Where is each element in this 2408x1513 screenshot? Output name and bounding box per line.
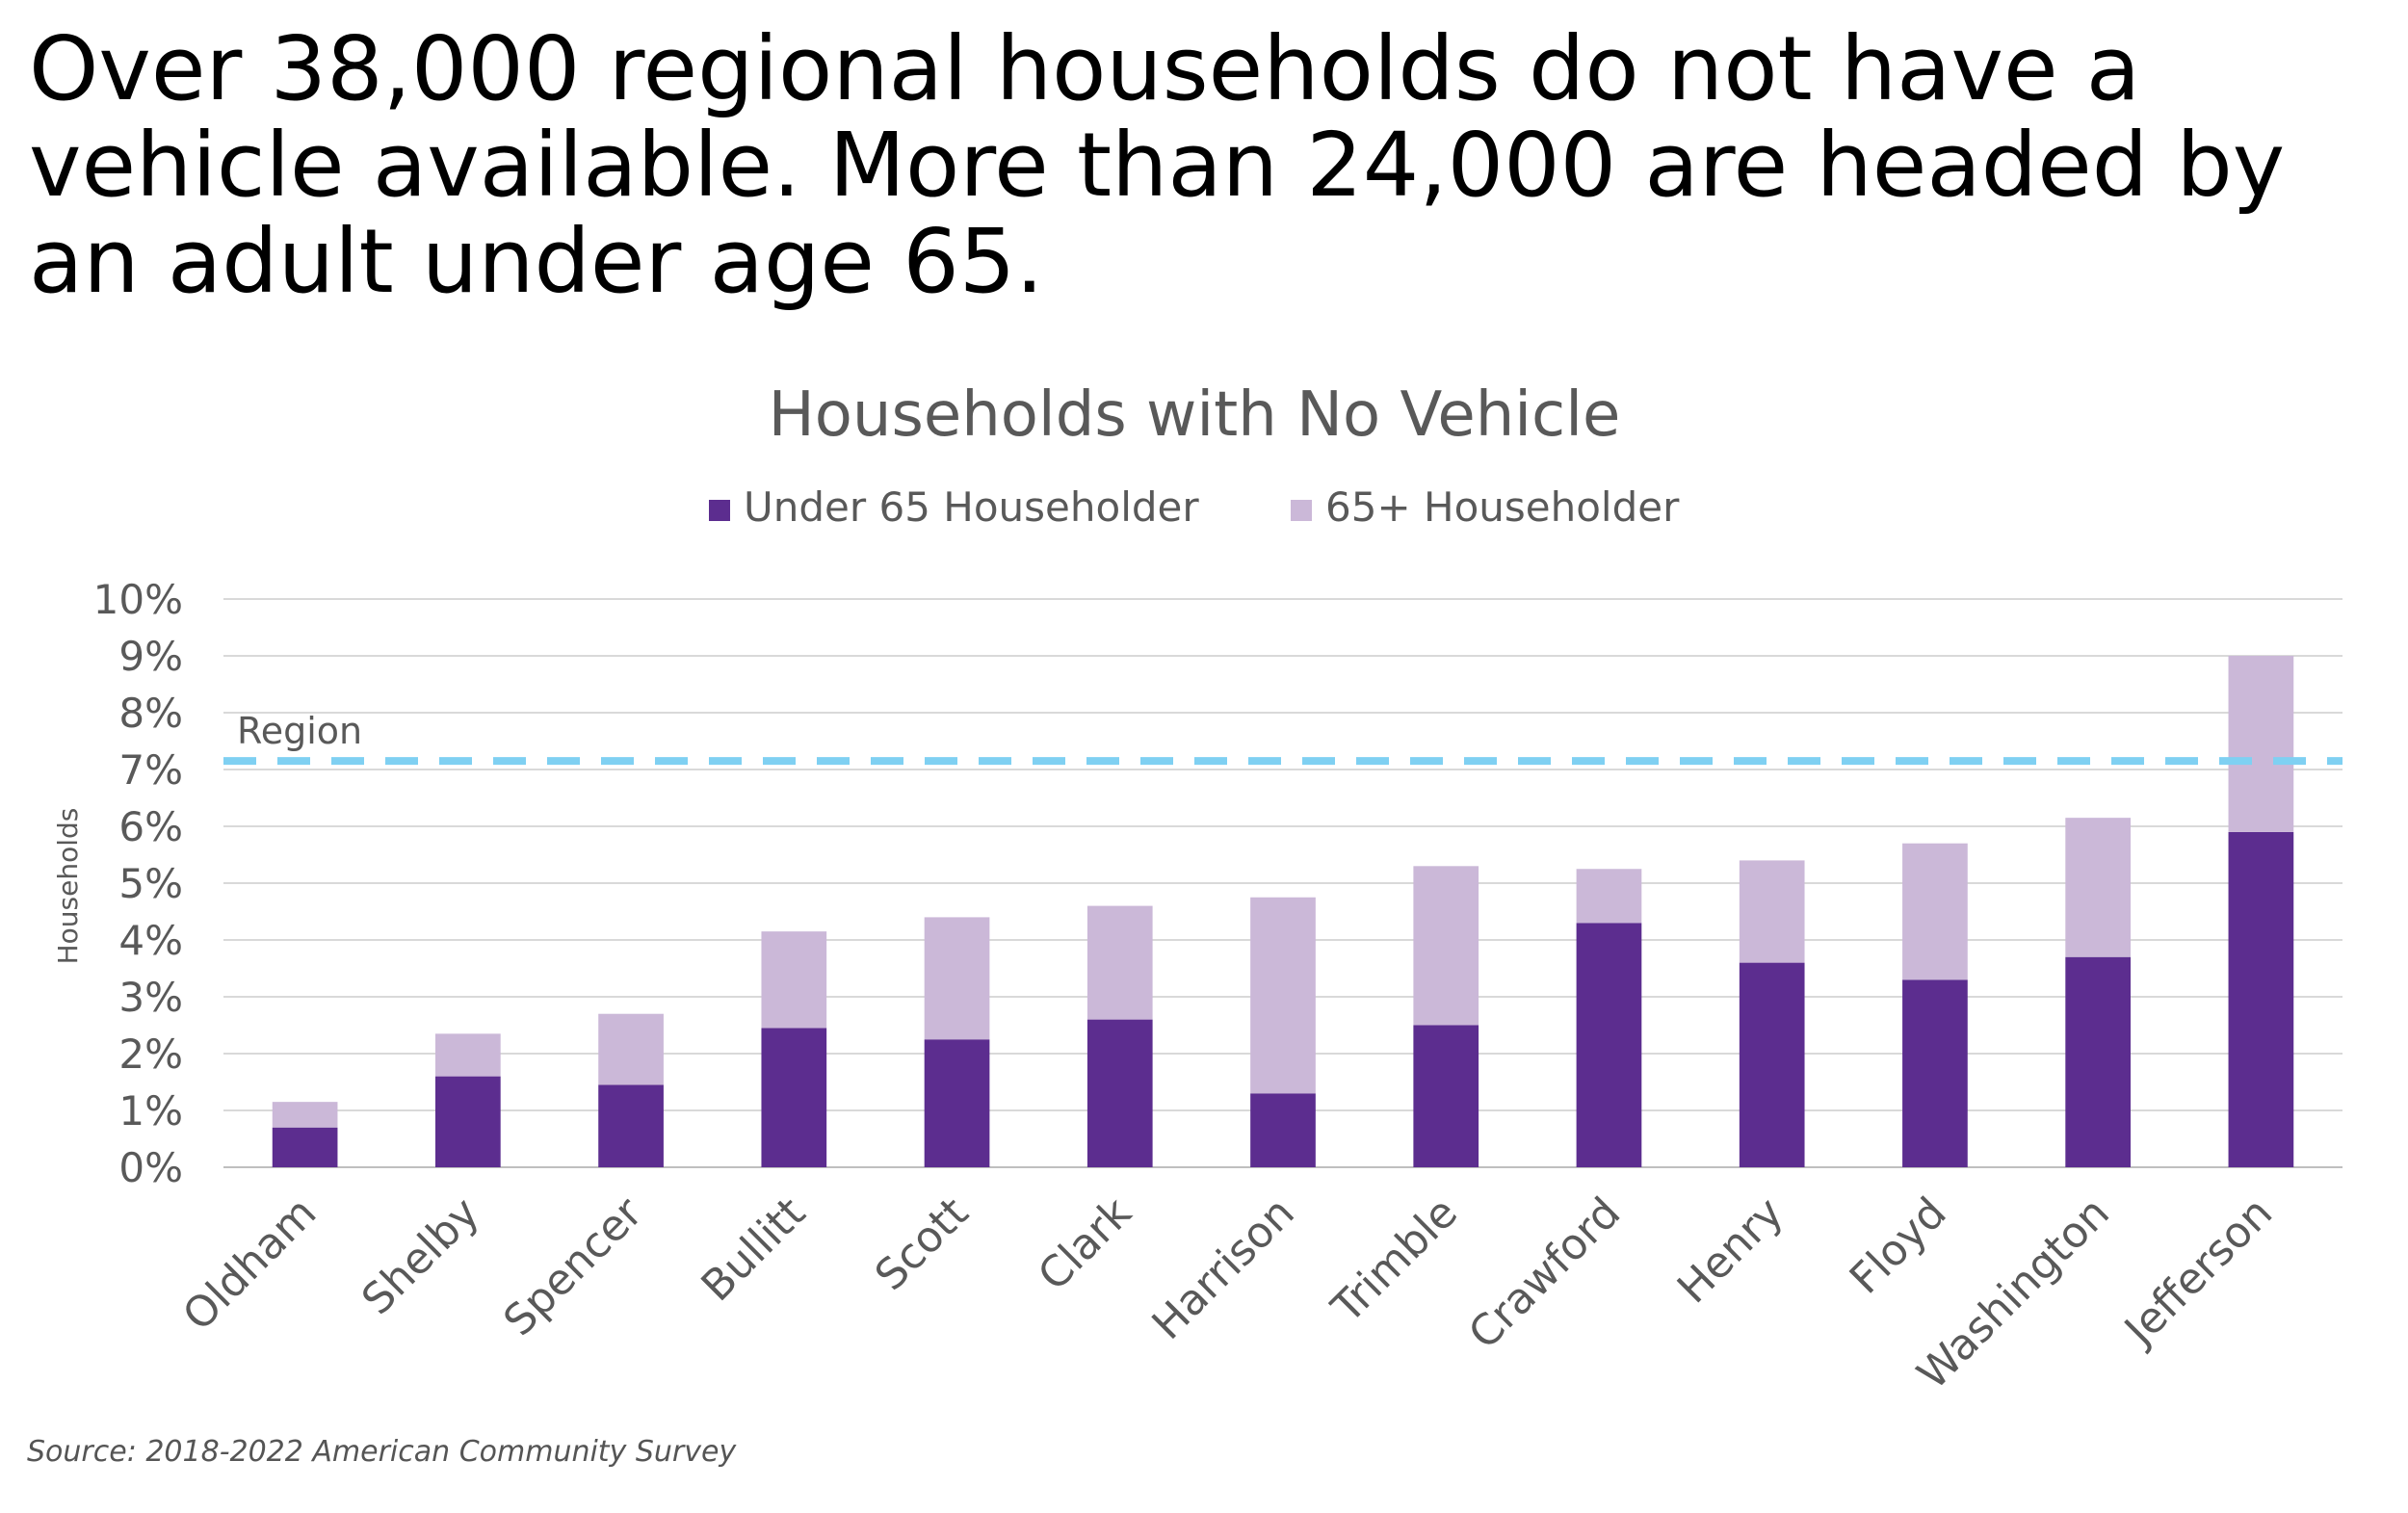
x-tick-label: Oldham [173,1188,326,1341]
x-tick-label: Shelby [353,1188,488,1324]
legend-swatch-over65 [1291,500,1312,521]
x-tick-label: Spencer [494,1187,652,1345]
bar-under65-scott [924,1039,990,1167]
legend-label-under65: Under 65 Householder [744,483,1199,531]
bar-over65-shelby [435,1033,501,1077]
x-tick-label: Jefferson [2113,1188,2282,1357]
x-tick-label: Henry [1668,1188,1793,1314]
y-tick-label: 3% [118,974,183,1021]
x-tick-label: Harrison [1143,1188,1304,1349]
bar-over65-floyd [1902,843,1968,980]
x-tick-label: Clark [1029,1187,1141,1300]
bars [272,656,2294,1167]
headline: Over 38,000 regional households do not h… [29,17,2286,313]
bar-under65-jefferson [2228,831,2294,1167]
bar-under65-clark [1086,1019,1153,1167]
legend-swatch-under65 [709,500,730,521]
bar-over65-scott [924,917,990,1040]
y-axis-ticks: 0% 1% 2% 3% 4% 5% 6% 7% 8% 9% 10% [93,576,183,1191]
legend: Under 65 Householder 65+ Householder [709,483,1680,531]
bar-over65-harrison [1250,897,1316,1094]
bar-under65-harrison [1250,1093,1316,1167]
bar-under65-crawford [1576,923,1642,1167]
y-tick-label: 2% [118,1030,183,1078]
y-tick-label: 5% [118,860,183,907]
bar-under65-washington [2065,956,2131,1167]
y-tick-label: 8% [118,690,183,737]
bar-over65-oldham [272,1102,338,1128]
x-tick-label: Trimble [1322,1188,1467,1333]
source-note: Source: 2018-2022 American Community Sur… [27,1435,737,1469]
bar-under65-trimble [1413,1025,1479,1167]
bar-over65-trimble [1413,866,1479,1026]
region-label: Region [237,710,362,752]
bar-over65-clark [1086,905,1153,1020]
bar-over65-spencer [598,1013,664,1085]
y-axis-label: Households [52,808,84,965]
bar-under65-henry [1739,962,1805,1167]
legend-label-over65: 65+ Householder [1325,483,1680,531]
y-tick-label: 9% [118,633,183,680]
x-tick-label: Scott [866,1188,978,1300]
y-tick-label: 6% [118,803,183,850]
bar-over65-jefferson [2228,656,2294,832]
y-tick-label: 0% [118,1144,183,1191]
bar-under65-oldham [272,1127,338,1167]
x-tick-label: Bullitt [693,1188,815,1311]
region-reference: Region [223,710,2343,766]
bar-under65-bullitt [761,1028,827,1167]
bar-under65-floyd [1902,979,1968,1167]
bar-under65-shelby [435,1076,501,1167]
y-tick-label: 1% [118,1087,183,1135]
bar-over65-bullitt [761,931,827,1029]
x-axis-ticks: Oldham Shelby Spencer Bullitt Scott Clark Harr… [173,1187,2282,1399]
bar-over65-henry [1739,860,1805,963]
bar-under65-spencer [598,1084,664,1167]
y-tick-label: 4% [118,917,183,964]
bar-over65-washington [2065,818,2131,957]
y-tick-label: 10% [93,576,183,623]
y-tick-label: 7% [118,746,183,794]
x-tick-label: Crawford [1459,1188,1630,1359]
chart-title: Households with No Vehicle [769,379,1621,451]
bar-over65-crawford [1576,869,1642,924]
x-tick-label: Floyd [1841,1188,1956,1304]
